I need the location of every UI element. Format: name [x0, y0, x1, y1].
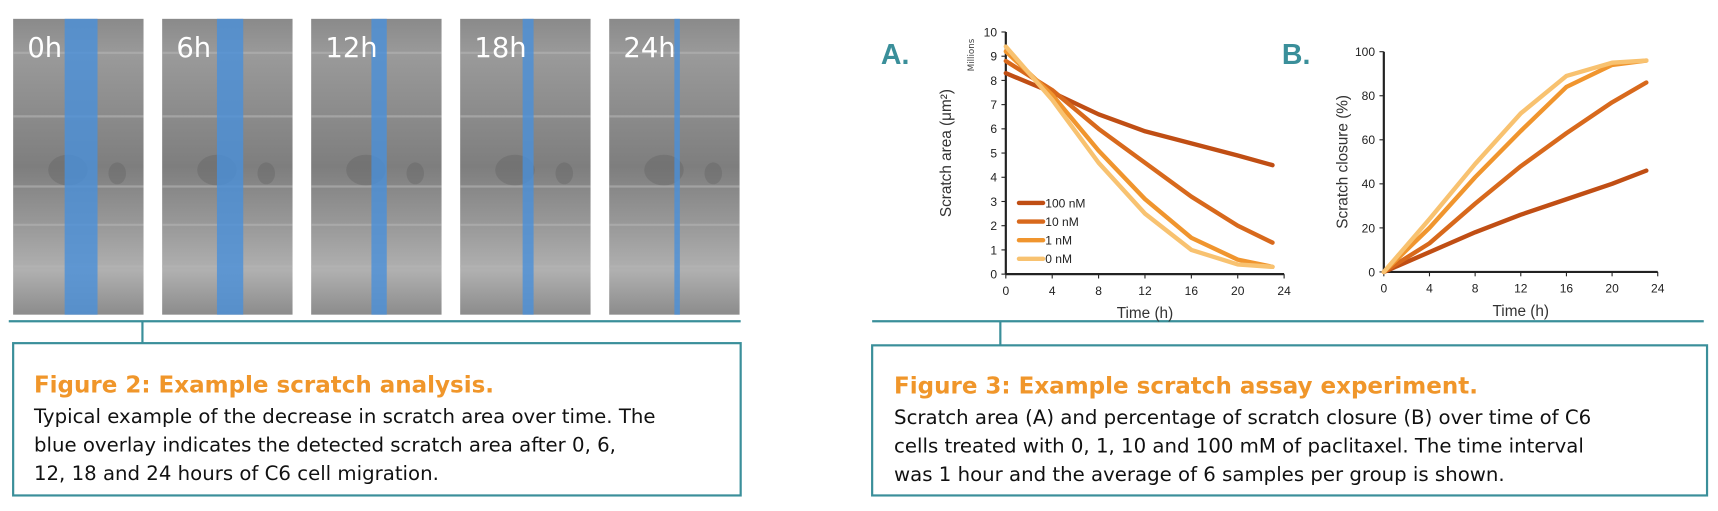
legend-label: 10 nM [1045, 215, 1078, 229]
series-line [1003, 49, 1275, 270]
texture [704, 162, 723, 185]
y-tick-label: 9 [990, 50, 997, 64]
caption-line: blue overlay indicates the detected scra… [34, 434, 616, 457]
time-label: 18h [474, 33, 526, 64]
caption-line: 12, 18 and 24 hours of C6 cell migration… [34, 462, 439, 485]
series-line [1381, 168, 1649, 275]
y-tick-label: 4 [990, 171, 997, 185]
y-tick-label: 5 [990, 146, 997, 160]
y-tick-label: 8 [990, 74, 997, 88]
y-tick-label: 1 [990, 243, 997, 257]
x-tick-label: 20 [1605, 282, 1619, 296]
y-tick-label: 2 [990, 219, 997, 233]
x-axis-label: Time (h) [1117, 305, 1174, 322]
y-tick-label: 20 [1362, 221, 1376, 235]
caption-line: cells treated with 0, 1, 10 and 100 mM o… [894, 435, 1584, 458]
y-tick-label: 0 [990, 268, 997, 282]
legend-label: 1 nM [1045, 234, 1072, 248]
x-tick-label: 4 [1426, 282, 1433, 296]
x-tick-label: 24 [1651, 282, 1665, 296]
y-tick-label: 60 [1362, 133, 1376, 147]
legend-label: 100 nM [1045, 196, 1085, 210]
panel-label: B. [1282, 39, 1310, 71]
y-tick-label: 3 [990, 195, 997, 209]
texture [257, 162, 276, 185]
y-tick-label: 80 [1362, 89, 1376, 103]
time-label: 24h [623, 33, 675, 64]
x-tick-label: 8 [1472, 282, 1479, 296]
scratch-overlay [64, 18, 98, 315]
x-tick-label: 12 [1138, 284, 1152, 298]
texture [555, 162, 574, 185]
texture [406, 162, 425, 185]
series-line [1381, 58, 1649, 275]
y-scale-label: Millions [967, 38, 977, 71]
x-tick-label: 24 [1277, 284, 1291, 298]
x-axis-label: Time (h) [1493, 303, 1550, 320]
scratch-overlay [216, 18, 244, 315]
caption-line: Typical example of the decrease in scrat… [33, 405, 656, 428]
y-tick-label: 7 [990, 98, 997, 112]
caption-line: Scratch area (A) and percentage of scrat… [894, 406, 1591, 429]
series-line [1381, 80, 1649, 275]
y-tick-label: 10 [984, 25, 998, 39]
x-tick-label: 16 [1185, 284, 1199, 298]
y-tick-label: 100 [1355, 45, 1375, 59]
scratch-overlay [522, 18, 534, 315]
y-tick-label: 0 [1368, 265, 1375, 279]
time-label: 6h [176, 33, 211, 64]
figure-title: Figure 3: Example scratch assay experime… [894, 374, 1478, 400]
x-tick-label: 16 [1560, 282, 1574, 296]
caption-frames [8, 320, 1709, 497]
y-tick-label: 40 [1362, 177, 1376, 191]
y-axis-label: Scratch area (μm²) [938, 89, 955, 217]
x-tick-label: 20 [1231, 284, 1245, 298]
series-line [1003, 58, 1275, 245]
x-tick-label: 0 [1002, 284, 1009, 298]
y-tick-label: 6 [990, 122, 997, 136]
legend-label: 0 nM [1045, 252, 1072, 266]
time-label: 12h [325, 33, 377, 64]
texture [108, 162, 127, 185]
series-line [1003, 44, 1275, 270]
scratch-overlay [674, 18, 680, 315]
panel-label: A. [881, 39, 909, 71]
x-tick-label: 8 [1095, 284, 1102, 298]
x-tick-label: 12 [1514, 282, 1528, 296]
caption-line: was 1 hour and the average of 6 samples … [894, 463, 1505, 486]
series-line [1381, 58, 1649, 275]
y-axis-label: Scratch closure (%) [1335, 95, 1352, 229]
time-label: 0h [27, 33, 62, 64]
x-tick-label: 0 [1380, 282, 1387, 296]
x-tick-label: 4 [1049, 284, 1056, 298]
texture [644, 154, 684, 186]
scratch-overlay [371, 18, 387, 315]
figure-title: Figure 2: Example scratch analysis. [34, 372, 494, 398]
